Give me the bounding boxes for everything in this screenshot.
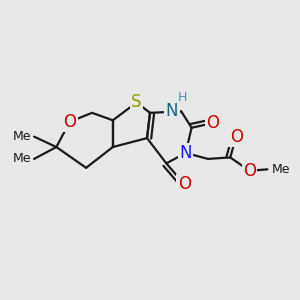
Text: O: O: [206, 114, 219, 132]
Text: Me: Me: [13, 130, 31, 143]
Text: S: S: [131, 93, 142, 111]
Text: O: O: [230, 128, 243, 146]
Text: N: N: [166, 102, 178, 120]
Text: O: O: [243, 162, 256, 180]
Text: O: O: [178, 175, 191, 193]
Text: H: H: [178, 92, 188, 104]
Text: O: O: [63, 113, 76, 131]
Text: N: N: [179, 144, 192, 162]
Text: Me: Me: [13, 152, 31, 165]
Text: Me: Me: [272, 163, 290, 176]
